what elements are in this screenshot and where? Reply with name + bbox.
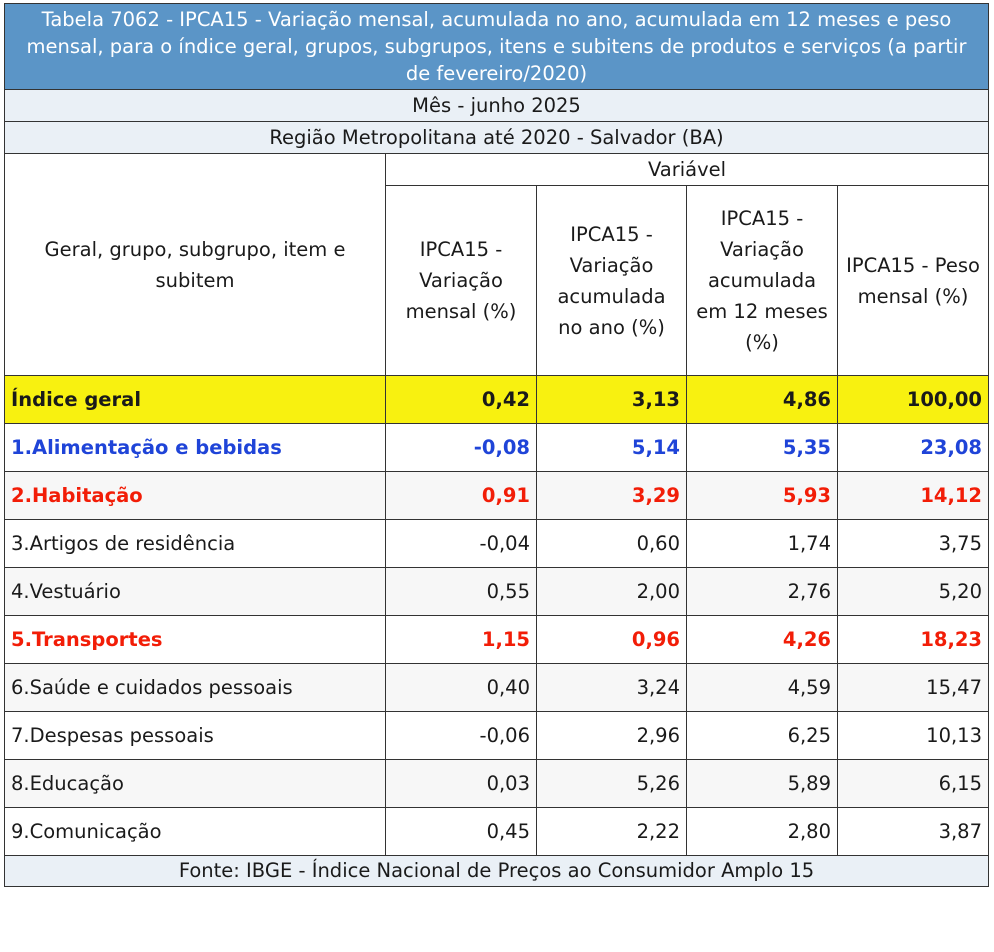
month-band: Mês - junho 2025	[4, 89, 989, 122]
column-header-12months: IPCA15 - Variação acumulada em 12 meses …	[686, 185, 838, 376]
cell-monthly: 0,91	[385, 471, 537, 520]
cell-ytd: 0,96	[536, 615, 687, 664]
cell-ytd: 5,26	[536, 759, 687, 808]
table-row-educacao: 8.Educação 0,03 5,26 5,89 6,15	[4, 759, 989, 808]
cell-monthly: 0,03	[385, 759, 537, 808]
cell-12months: 4,59	[686, 663, 838, 712]
row-label: 4.Vestuário	[4, 567, 386, 616]
cell-12months: 2,76	[686, 567, 838, 616]
cell-ytd: 0,60	[536, 519, 687, 568]
cell-monthly: 0,45	[385, 807, 537, 856]
cell-12months: 2,80	[686, 807, 838, 856]
ipca15-table: Tabela 7062 - IPCA15 - Variação mensal, …	[4, 3, 989, 887]
table-row-despesas: 7.Despesas pessoais -0,06 2,96 6,25 10,1…	[4, 711, 989, 760]
row-label: 7.Despesas pessoais	[4, 711, 386, 760]
cell-weight: 3,87	[837, 807, 989, 856]
column-header-weight: IPCA15 - Peso mensal (%)	[837, 185, 989, 376]
source-footer: Fonte: IBGE - Índice Nacional de Preços …	[4, 855, 989, 887]
row-label: 6.Saúde e cuidados pessoais	[4, 663, 386, 712]
cell-12months: 5,89	[686, 759, 838, 808]
cell-12months: 5,35	[686, 423, 838, 472]
cell-weight: 14,12	[837, 471, 989, 520]
table-row-alimentacao: 1.Alimentação e bebidas -0,08 5,14 5,35 …	[4, 423, 989, 472]
cell-weight: 100,00	[837, 375, 989, 424]
row-label: 9.Comunicação	[4, 807, 386, 856]
cell-weight: 5,20	[837, 567, 989, 616]
cell-ytd: 3,29	[536, 471, 687, 520]
cell-12months: 5,93	[686, 471, 838, 520]
cell-ytd: 2,96	[536, 711, 687, 760]
cell-monthly: -0,08	[385, 423, 537, 472]
cell-12months: 4,26	[686, 615, 838, 664]
cell-ytd: 3,24	[536, 663, 687, 712]
cell-monthly: -0,04	[385, 519, 537, 568]
cell-12months: 6,25	[686, 711, 838, 760]
table-row-saude: 6.Saúde e cuidados pessoais 0,40 3,24 4,…	[4, 663, 989, 712]
cell-monthly: 1,15	[385, 615, 537, 664]
table-row-comunicacao: 9.Comunicação 0,45 2,22 2,80 3,87	[4, 807, 989, 856]
table-title: Tabela 7062 - IPCA15 - Variação mensal, …	[4, 3, 989, 90]
row-label: 8.Educação	[4, 759, 386, 808]
cell-monthly: 0,42	[385, 375, 537, 424]
cell-weight: 3,75	[837, 519, 989, 568]
row-label: 3.Artigos de residência	[4, 519, 386, 568]
cell-weight: 6,15	[837, 759, 989, 808]
ipca15-table-container: Tabela 7062 - IPCA15 - Variação mensal, …	[4, 3, 989, 887]
cell-weight: 15,47	[837, 663, 989, 712]
cell-monthly: 0,40	[385, 663, 537, 712]
row-label: 1.Alimentação e bebidas	[4, 423, 386, 472]
cell-12months: 4,86	[686, 375, 838, 424]
first-column-header: Geral, grupo, subgrupo, item e subitem	[4, 153, 386, 376]
cell-weight: 18,23	[837, 615, 989, 664]
row-label: 5.Transportes	[4, 615, 386, 664]
table-row-transportes: 5.Transportes 1,15 0,96 4,26 18,23	[4, 615, 989, 664]
cell-ytd: 5,14	[536, 423, 687, 472]
region-band: Região Metropolitana até 2020 - Salvador…	[4, 121, 989, 154]
table-row-indice-geral: Índice geral 0,42 3,13 4,86 100,00	[4, 375, 989, 424]
variable-header: Variável	[385, 153, 989, 186]
table-row-artigos: 3.Artigos de residência -0,04 0,60 1,74 …	[4, 519, 989, 568]
row-label: 2.Habitação	[4, 471, 386, 520]
cell-ytd: 3,13	[536, 375, 687, 424]
cell-monthly: 0,55	[385, 567, 537, 616]
row-label: Índice geral	[4, 375, 386, 424]
cell-12months: 1,74	[686, 519, 838, 568]
cell-ytd: 2,22	[536, 807, 687, 856]
table-row-habitacao: 2.Habitação 0,91 3,29 5,93 14,12	[4, 471, 989, 520]
cell-monthly: -0,06	[385, 711, 537, 760]
column-header-monthly: IPCA15 - Variação mensal (%)	[385, 185, 537, 376]
column-header-ytd: IPCA15 - Variação acumulada no ano (%)	[536, 185, 687, 376]
cell-ytd: 2,00	[536, 567, 687, 616]
cell-weight: 23,08	[837, 423, 989, 472]
table-row-vestuario: 4.Vestuário 0,55 2,00 2,76 5,20	[4, 567, 989, 616]
cell-weight: 10,13	[837, 711, 989, 760]
